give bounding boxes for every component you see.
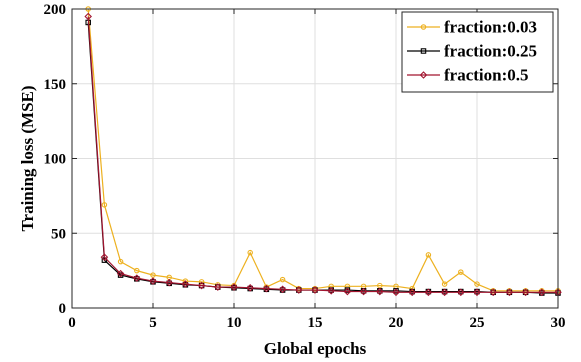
data-point — [392, 288, 400, 297]
legend-label: fraction:0.5 — [444, 66, 529, 85]
data-point — [149, 277, 157, 285]
data-point — [181, 280, 190, 288]
data-point — [230, 283, 238, 291]
data-point — [521, 288, 530, 297]
legend-box — [401, 11, 554, 93]
data-point — [505, 288, 514, 297]
data-point — [359, 287, 368, 296]
data-point — [279, 276, 286, 283]
data-point — [327, 287, 335, 295]
data-point — [425, 252, 432, 258]
data-point — [473, 288, 481, 297]
series-layer — [84, 6, 562, 297]
x-tick-label: 10 — [227, 315, 242, 331]
data-point — [197, 281, 206, 290]
data-point — [377, 282, 383, 289]
data-point — [101, 202, 108, 208]
y-axis-label: Training loss (MSE) — [18, 85, 37, 231]
legend: fraction:0.03 fraction:0.25 fraction:0.5 — [401, 11, 554, 93]
y-tick-label: 50 — [51, 226, 66, 242]
data-point — [441, 281, 448, 287]
data-point — [295, 286, 303, 294]
data-point — [262, 284, 271, 293]
series-1 — [85, 6, 561, 294]
x-tick-label: 25 — [470, 315, 485, 331]
legend-item: fraction:0.03 — [407, 18, 537, 37]
legend-label: fraction:0.03 — [444, 18, 537, 37]
data-point — [84, 12, 92, 21]
legend-marker — [420, 48, 427, 54]
data-point — [376, 287, 384, 296]
data-point — [440, 288, 449, 297]
axis-ticks: 0 5 10 15 20 25 30 0 50 100 150 200 — [44, 2, 566, 331]
data-point — [214, 283, 222, 291]
x-tick-label: 15 — [308, 315, 323, 331]
legend-marker — [420, 24, 427, 30]
y-tick-label: 100 — [44, 152, 67, 168]
x-tick-label: 30 — [551, 315, 566, 331]
legend-item: fraction:0.25 — [407, 42, 537, 61]
x-tick-label: 5 — [149, 315, 157, 331]
data-point — [165, 278, 173, 287]
legend-marker — [419, 71, 428, 79]
data-point — [538, 288, 546, 297]
data-point — [117, 258, 124, 265]
x-axis-label: Global epochs — [264, 339, 367, 358]
data-point — [182, 278, 189, 284]
y-tick-label: 150 — [44, 77, 67, 93]
data-point — [408, 288, 416, 297]
data-point — [116, 269, 125, 278]
data-point — [247, 249, 253, 256]
data-point — [150, 272, 156, 278]
data-point — [246, 284, 254, 292]
data-point — [409, 285, 415, 292]
data-point — [100, 253, 109, 261]
data-point — [198, 279, 205, 285]
data-point — [311, 286, 319, 294]
data-point — [424, 288, 433, 297]
data-point — [457, 288, 465, 297]
data-point — [134, 267, 140, 274]
data-point — [278, 285, 287, 294]
x-tick-label: 20 — [389, 315, 404, 331]
x-tick-label: 0 — [68, 315, 76, 331]
legend-label: fraction:0.25 — [444, 42, 537, 61]
data-point — [474, 281, 480, 287]
y-tick-label: 0 — [59, 301, 67, 317]
y-tick-label: 200 — [44, 2, 67, 18]
legend-item: fraction:0.5 — [407, 66, 529, 85]
data-point — [458, 269, 464, 275]
data-point — [133, 274, 141, 282]
data-point — [343, 287, 352, 296]
data-point — [489, 288, 497, 297]
series-3 — [84, 12, 562, 297]
